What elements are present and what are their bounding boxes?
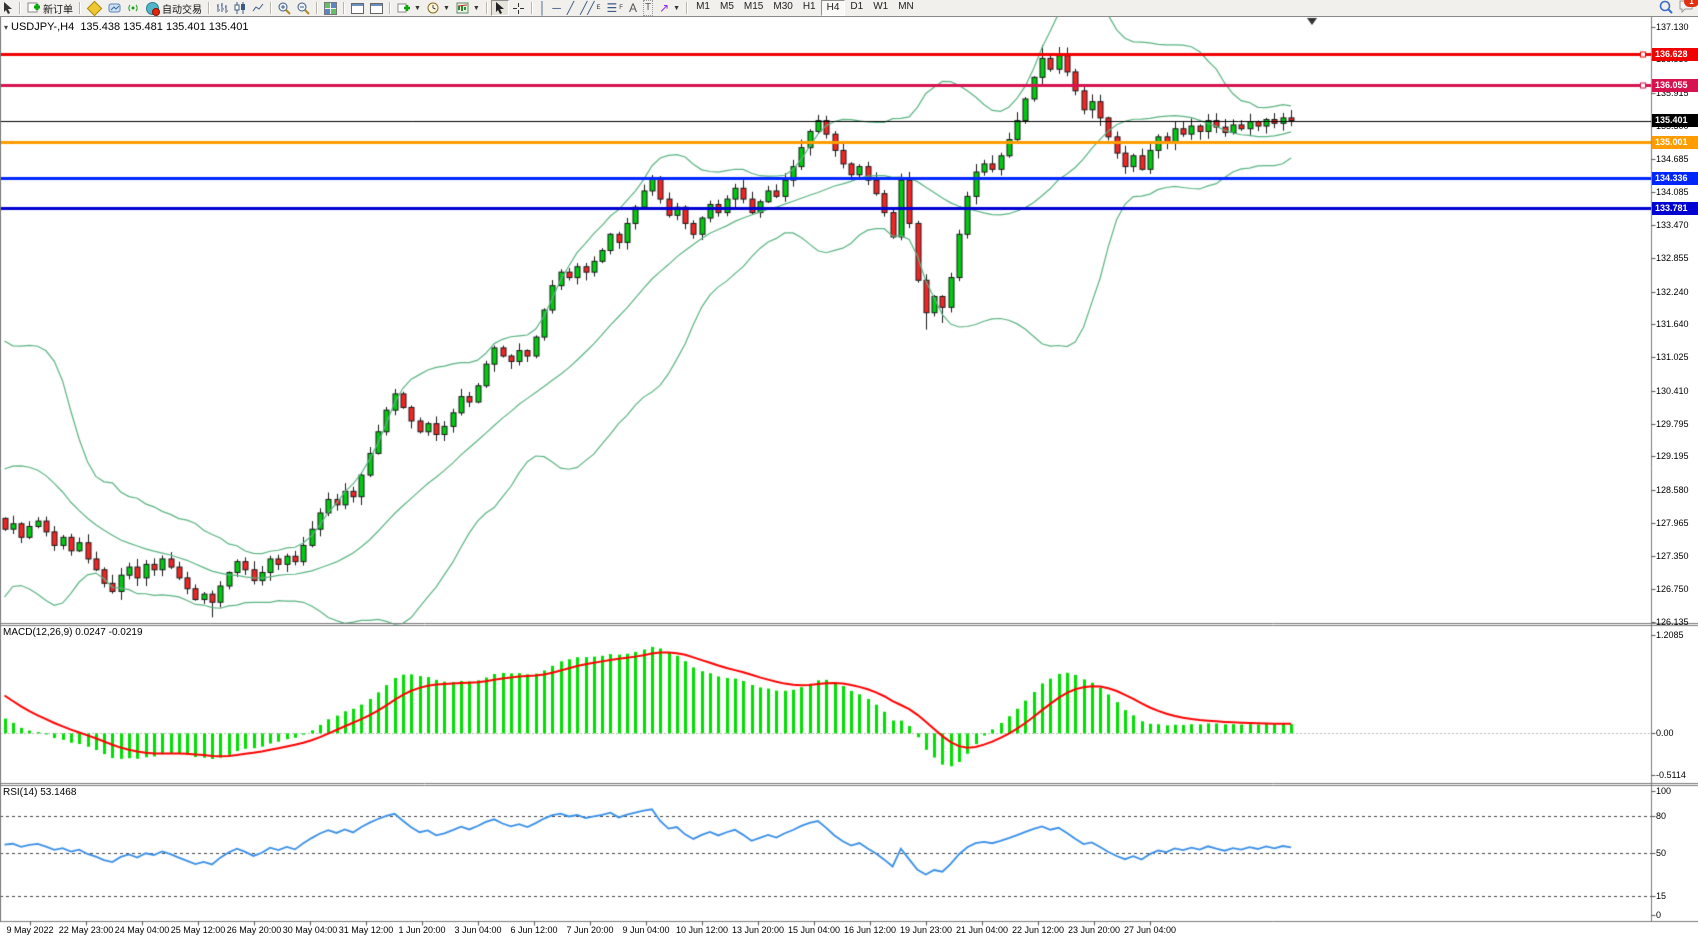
toolbar-separator [530,2,533,14]
horizontal-line-button[interactable]: ─ [549,1,564,15]
autotrading-button[interactable]: 自动交易 [143,1,205,16]
zoom-out-button[interactable] [294,1,313,15]
cursor-icon [495,2,504,14]
macd-panel-label: MACD(12,26,9) 0.0247 -0.0219 [3,627,143,638]
toolbar-separator [79,2,81,14]
tile-windows-icon [324,1,337,15]
toolbar-right: 1 [1659,0,1698,17]
timeframe-button-w1[interactable]: W1 [873,1,889,12]
main-toolbar: 新订单 自动交易 ▼ ▼ ▼ │ ─ ╱ ╱╱ E [0,0,1698,17]
timeframe-button-m5[interactable]: M5 [720,1,734,12]
chevron-down-icon: ▾ [4,23,9,32]
zoom-in-icon [278,2,291,15]
toolbar-separator [343,2,345,14]
dropdown-arrow-icon: ▼ [442,4,450,12]
tile-windows-button[interactable] [321,1,340,15]
new-order-icon [27,2,40,13]
toolbar-separator [485,2,488,14]
profile-icon [86,0,103,16]
signal-icon [128,4,138,12]
arrange-window-button[interactable] [348,1,367,15]
arrows-button[interactable]: ↗ ▼ [656,1,683,15]
new-order-label: 新订单 [43,4,73,16]
text-label-icon: T [642,0,654,16]
toolbar-separator [389,2,391,14]
charts-button[interactable] [105,1,124,15]
timeframe-button-h4[interactable]: H4 [820,0,846,16]
toolbar-separator [270,2,272,14]
timeframe-toolbar: M1 M5 M15 M30 H1 H4 D1 W1 MN [691,0,919,16]
rsi-label: RSI(14) [3,787,38,798]
search-icon [1659,0,1673,14]
timeframe-button-h1[interactable]: H1 [802,1,816,12]
window-icon [370,2,383,14]
macd-label: MACD(12,26,9) [3,627,73,638]
toolbar-separator [208,2,210,14]
toolbar-separator [316,2,318,14]
chart-ohlc-values: 135.438 135.481 135.401 135.401 [80,21,249,33]
zoom-in-button[interactable] [275,1,294,15]
text-icon: A [628,1,637,15]
trendline-icon: ╱ [566,1,575,15]
arrows-icon: ↗ [659,1,670,15]
candlestick-icon [234,2,245,14]
toolbar-separator [686,2,689,14]
crosshair-button[interactable] [509,1,528,15]
indicators-button[interactable]: ▼ [394,1,424,15]
dropdown-arrow-icon: ▼ [472,4,480,12]
fibonacci-button[interactable]: ☰ F [606,1,623,15]
text-button[interactable]: A [626,1,640,15]
pointer-icon[interactable] [0,1,16,15]
chart-symbol-period: USDJPY-,H4 [11,21,75,33]
window-icon [351,2,364,14]
notification-badge: 1 [1684,0,1698,7]
line-chart-icon [252,3,264,12]
line-chart-button[interactable] [249,1,267,15]
cursor-button[interactable] [490,0,509,16]
indicators-icon [397,3,410,13]
templates-button[interactable]: ▼ [453,1,483,15]
bar-chart-icon [217,3,228,13]
templates-icon [456,2,469,14]
timeframe-button-m15[interactable]: M15 [743,1,764,12]
periods-button[interactable]: ▼ [424,1,453,15]
timeframe-button-m1[interactable]: M1 [696,1,710,12]
timeframe-button-m30[interactable]: M30 [773,1,793,12]
autotrading-label: 自动交易 [162,4,202,16]
cascade-window-button[interactable] [367,1,386,15]
autotrading-icon [146,1,160,16]
bar-chart-button[interactable] [213,1,231,15]
horizontal-line-icon: ─ [552,1,561,15]
channel-icon: ╱╱ [580,1,595,15]
new-order-button[interactable]: 新订单 [24,1,76,16]
rsi-panel-label: RSI(14) 53.1468 [3,787,76,798]
fibonacci-icon: ☰ [606,1,618,15]
text-label-button[interactable]: T [640,0,656,16]
vertical-line-button[interactable]: │ [536,1,550,15]
crosshair-icon [512,2,524,14]
charts-icon [108,3,121,13]
toolbar-separator [19,2,21,14]
dropdown-arrow-icon: ▼ [673,4,681,12]
candlestick-button[interactable] [231,1,249,15]
profiles-button[interactable] [84,0,105,16]
timeframe-button-d1[interactable]: D1 [850,1,864,12]
trendline-button[interactable]: ╱ [564,1,577,15]
community-button[interactable]: 1 [1679,0,1698,16]
vertical-line-icon: │ [538,1,547,15]
search-button[interactable] [1659,0,1673,17]
timeframe-button-mn[interactable]: MN [898,1,914,12]
channel-button[interactable]: ╱╱ E [580,1,601,15]
signal-button[interactable] [124,1,143,15]
dropdown-arrow-icon: ▼ [414,4,421,12]
macd-values: 0.0247 -0.0219 [75,627,143,638]
chart-ohlc-header: ▾ USDJPY-,H4 135.438 135.481 135.401 135.… [4,21,249,33]
rsi-value: 53.1468 [40,787,77,798]
zoom-out-icon [297,2,310,15]
periods-clock-icon [427,2,439,14]
